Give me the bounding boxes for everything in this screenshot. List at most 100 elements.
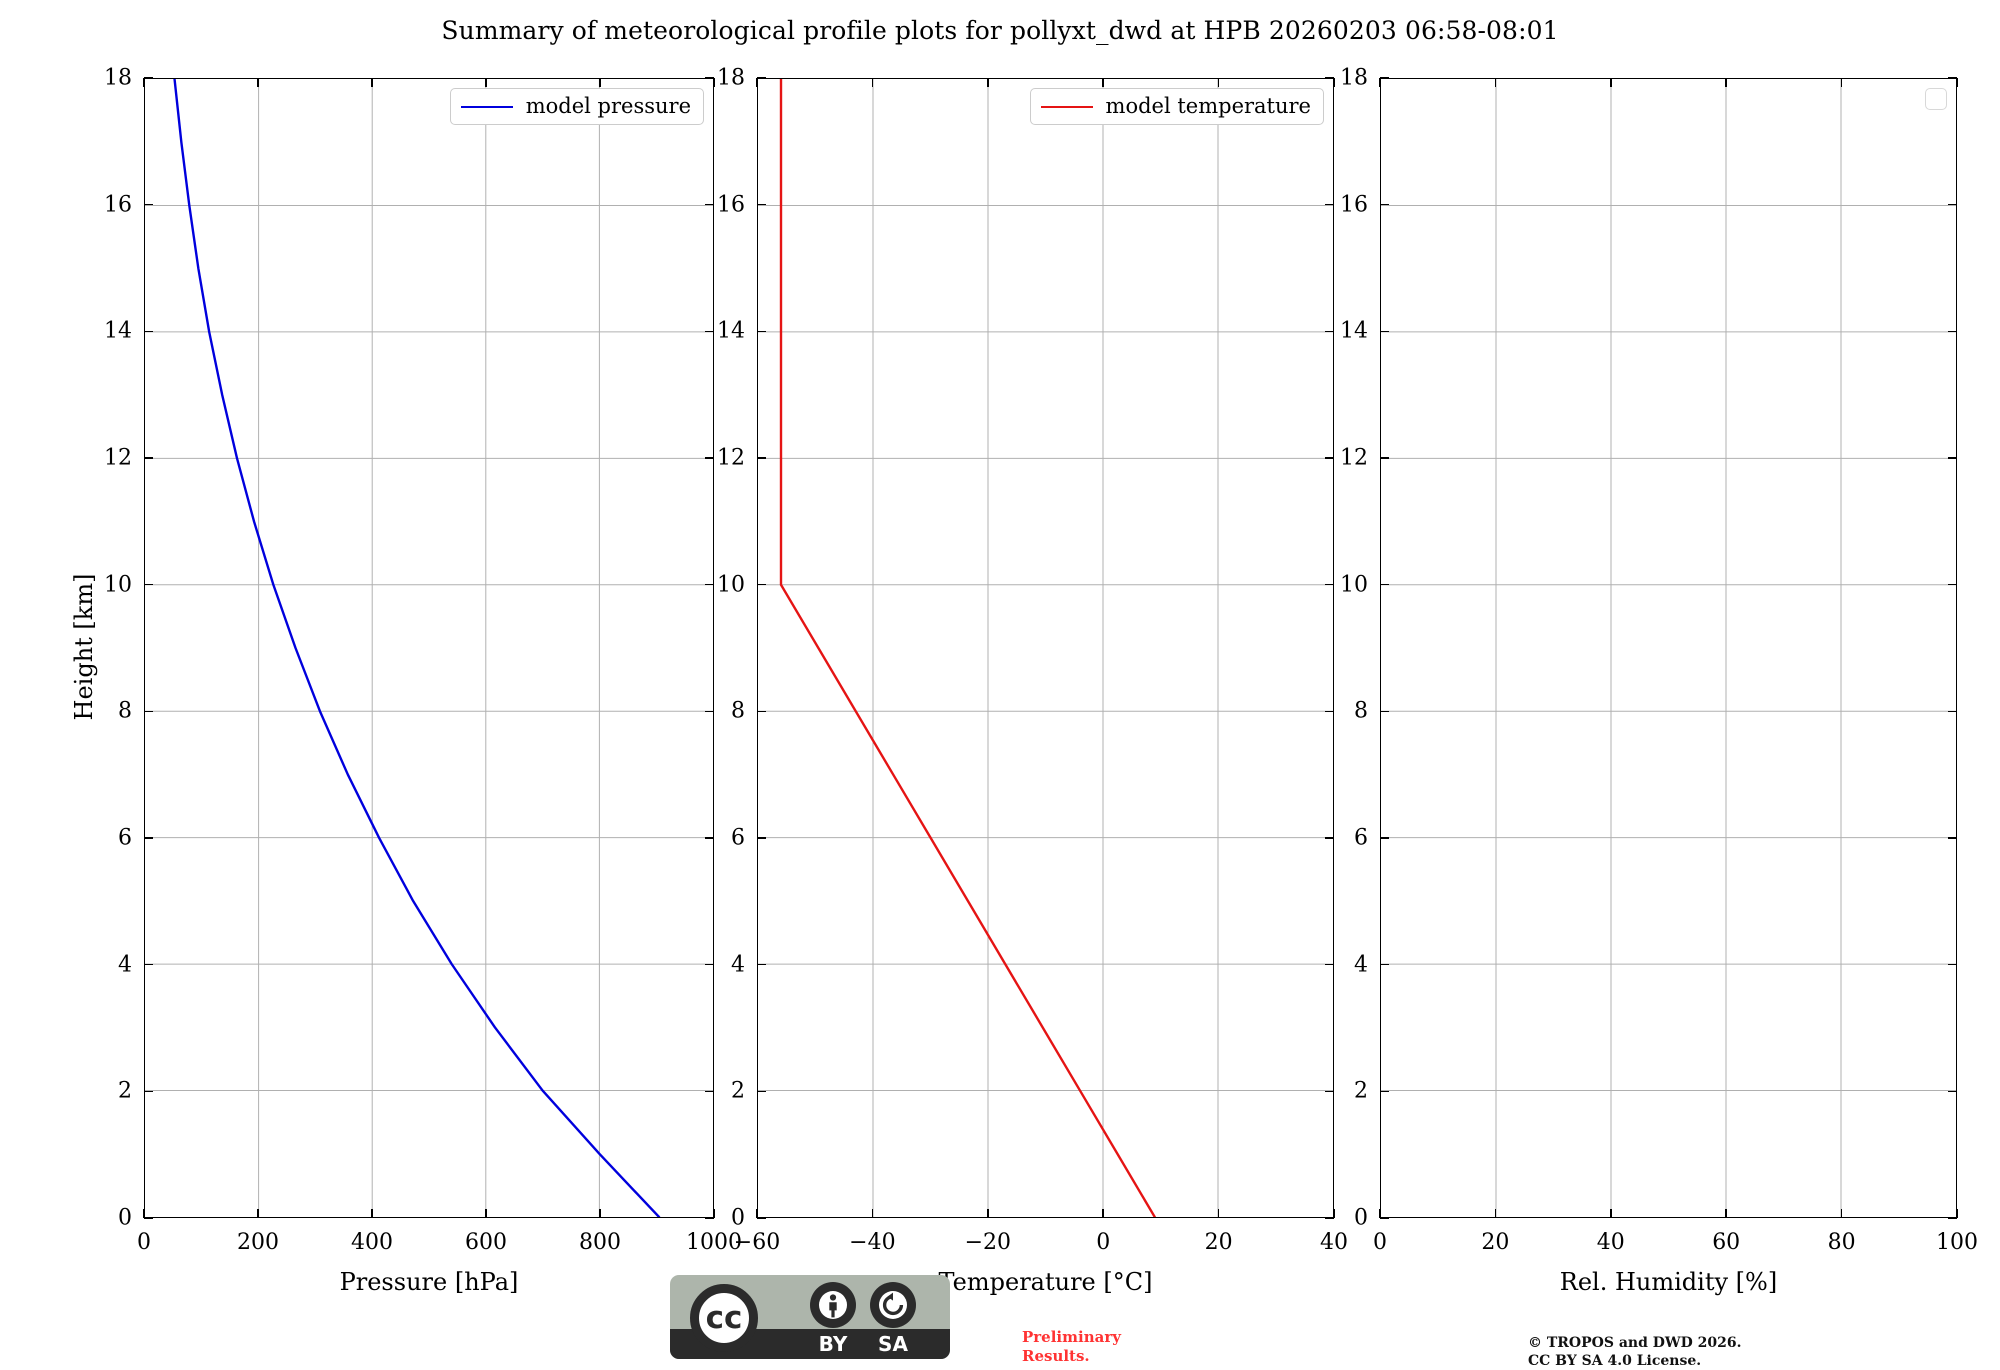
temperature-ytick-12 xyxy=(1325,457,1334,459)
pressure-ytick-0 xyxy=(144,1217,153,1219)
humidity-xticklabel-20: 20 xyxy=(1481,1230,1510,1255)
pressure-xticklabel-400: 400 xyxy=(351,1230,393,1255)
temperature-ytick-16 xyxy=(1325,203,1334,206)
pressure-ytick-14 xyxy=(705,330,714,333)
legend-label-temperature: model temperature xyxy=(1105,94,1311,118)
humidity-xtick-100 xyxy=(1956,1209,1958,1218)
humidity-ytick-2 xyxy=(1380,1090,1389,1093)
humidity-ytick-0 xyxy=(1380,1217,1389,1219)
temperature-ytick-12 xyxy=(757,457,766,459)
pressure-xtick-1000 xyxy=(713,78,715,87)
panel-humidity: Rel. Humidity [%] 0 20 40 60 80 100 0 2 4 6 8 10 12 1… xyxy=(1340,66,1978,1297)
humidity-xticklabel-80: 80 xyxy=(1827,1230,1856,1255)
pressure-ytick-8 xyxy=(144,710,153,713)
creative-commons-badge: cc BY SA xyxy=(670,1275,950,1359)
temperature-ytick-0 xyxy=(757,1217,766,1219)
pressure-xticklabel-200: 200 xyxy=(237,1230,279,1255)
height-axis-label: Height [km] xyxy=(70,573,98,721)
humidity-ytick-0 xyxy=(1948,1217,1957,1219)
pressure-xtick-600 xyxy=(485,78,487,87)
temperature-yticklabel-0: 0 xyxy=(731,1205,745,1231)
pressure-axes xyxy=(144,78,714,1218)
humidity-xtick-60 xyxy=(1725,1209,1727,1218)
pressure-yticklabel-10: 10 xyxy=(104,572,132,598)
humidity-ytick-12 xyxy=(1948,457,1957,459)
temperature-ytick-6 xyxy=(1325,837,1334,839)
humidity-yticklabel-12: 12 xyxy=(1340,445,1368,471)
pressure-ytick-8 xyxy=(705,710,714,713)
temperature-yticklabel-16: 16 xyxy=(717,192,745,218)
pressure-xtick-800 xyxy=(599,78,601,87)
cc-logo-icon: cc xyxy=(690,1284,758,1352)
temperature-ytick-16 xyxy=(757,203,766,206)
humidity-ytick-14 xyxy=(1380,330,1389,333)
humidity-ytick-14 xyxy=(1948,330,1957,333)
humidity-xticklabel-100: 100 xyxy=(1936,1230,1978,1255)
pressure-ytick-16 xyxy=(705,203,714,206)
pressure-xticklabel-1000: 1000 xyxy=(686,1230,742,1255)
cc-sa-sharealike-icon xyxy=(870,1282,916,1328)
pressure-xtick-600 xyxy=(485,1209,487,1218)
temperature-ytick-14 xyxy=(757,330,766,333)
pressure-xtick-800 xyxy=(599,1209,601,1218)
preliminary-line-1: Preliminary xyxy=(1022,1328,1121,1346)
humidity-ytick-18 xyxy=(1948,77,1957,79)
humidity-xtick-0 xyxy=(1379,1209,1381,1218)
humidity-curve-svg xyxy=(1381,79,1956,1217)
temperature-ytick-0 xyxy=(1325,1217,1334,1219)
humidity-ytick-4 xyxy=(1948,963,1957,966)
temperature-xtick-40 xyxy=(1333,78,1335,87)
temperature-ytick-2 xyxy=(1325,1090,1334,1093)
legend-line-pressure xyxy=(460,105,513,108)
temperature-xtick--60 xyxy=(756,78,758,87)
temperature-xtick-0 xyxy=(1102,78,1104,87)
legend-humidity-empty xyxy=(1925,88,1947,110)
humidity-ytick-8 xyxy=(1380,710,1389,713)
temperature-xticklabel--60: −60 xyxy=(733,1230,781,1255)
temperature-xtick-20 xyxy=(1217,78,1220,87)
pressure-ytick-10 xyxy=(705,583,714,586)
pressure-xticklabel-600: 600 xyxy=(465,1230,507,1255)
pressure-yticklabel-12: 12 xyxy=(104,445,132,471)
humidity-xtick-40 xyxy=(1610,78,1612,87)
humidity-xtick-100 xyxy=(1956,78,1958,87)
temperature-yticklabel-2: 2 xyxy=(731,1078,745,1104)
temperature-yticklabel-18: 18 xyxy=(717,65,745,91)
humidity-xticklabel-60: 60 xyxy=(1712,1230,1741,1255)
pressure-ytick-12 xyxy=(144,457,153,459)
humidity-yticklabel-0: 0 xyxy=(1354,1205,1368,1231)
legend-line-temperature xyxy=(1040,105,1093,108)
pressure-ytick-10 xyxy=(144,583,153,586)
humidity-ytick-12 xyxy=(1380,457,1389,459)
humidity-ytick-18 xyxy=(1380,77,1389,79)
temperature-curve-svg xyxy=(758,79,1333,1217)
humidity-yticklabel-4: 4 xyxy=(1354,952,1368,978)
series-temperature-0 xyxy=(779,79,1156,1217)
humidity-yticklabel-14: 14 xyxy=(1340,318,1368,344)
temperature-ytick-10 xyxy=(757,583,766,586)
temperature-ytick-10 xyxy=(1325,583,1334,586)
temperature-ytick-8 xyxy=(1325,710,1334,713)
humidity-xtick-20 xyxy=(1494,1209,1497,1218)
temperature-ytick-6 xyxy=(757,837,766,839)
humidity-ytick-10 xyxy=(1948,583,1957,586)
temperature-xtick--40 xyxy=(871,1209,874,1218)
temperature-axes xyxy=(757,78,1334,1218)
preliminary-line-2: Results. xyxy=(1022,1347,1090,1366)
cc-sa-label: SA xyxy=(878,1332,908,1356)
pressure-ytick-2 xyxy=(144,1090,153,1093)
pressure-yticklabel-6: 6 xyxy=(118,825,132,851)
pressure-plot-area xyxy=(145,79,713,1217)
temperature-ytick-4 xyxy=(757,963,766,966)
pressure-ytick-16 xyxy=(144,203,153,206)
panel-pressure: Pressure [hPa] model pressure 0 200 400 600… xyxy=(70,66,742,1297)
temperature-xtick-40 xyxy=(1333,1209,1335,1218)
pressure-xtick-0 xyxy=(143,78,145,87)
pressure-ytick-14 xyxy=(144,330,153,333)
humidity-xtick-0 xyxy=(1379,78,1381,87)
temperature-ytick-2 xyxy=(757,1090,766,1093)
temperature-yticklabel-10: 10 xyxy=(717,572,745,598)
copyright-line-2: CC BY SA 4.0 License. xyxy=(1528,1353,1702,1370)
pressure-curve-svg xyxy=(145,79,713,1217)
humidity-yticklabel-10: 10 xyxy=(1340,572,1368,598)
